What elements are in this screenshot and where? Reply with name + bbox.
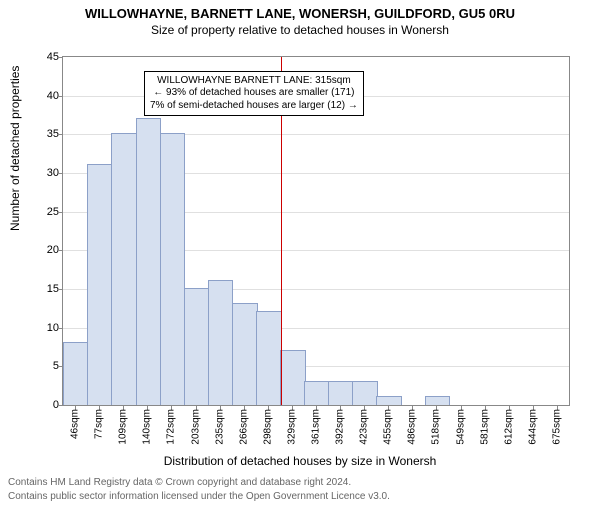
chart-plot-area: 05101520253035404546sqm77sqm109sqm140sqm… bbox=[62, 56, 570, 406]
annotation-line-1: WILLOWHAYNE BARNETT LANE: 315sqm bbox=[150, 75, 358, 88]
x-tick-label: 46sqm bbox=[70, 409, 81, 439]
y-tick-mark bbox=[58, 57, 63, 58]
histogram-bar bbox=[184, 288, 210, 405]
x-tick-label: 77sqm bbox=[94, 409, 105, 439]
x-tick-label: 612sqm bbox=[503, 409, 514, 445]
x-tick-label: 361sqm bbox=[311, 409, 322, 445]
annotation-line-2: ← 93% of detached houses are smaller (17… bbox=[150, 87, 358, 100]
histogram-bar bbox=[208, 280, 234, 405]
x-tick-label: 140sqm bbox=[142, 409, 153, 445]
x-tick-label: 329sqm bbox=[286, 409, 297, 445]
x-tick-label: 109sqm bbox=[118, 409, 129, 445]
histogram-bar bbox=[136, 118, 162, 405]
x-tick-label: 549sqm bbox=[455, 409, 466, 445]
page-subtitle: Size of property relative to detached ho… bbox=[0, 23, 600, 37]
histogram-bar bbox=[280, 350, 306, 405]
histogram-bar bbox=[425, 396, 451, 405]
histogram-bar bbox=[87, 164, 113, 405]
y-tick-mark bbox=[58, 173, 63, 174]
histogram-bar bbox=[256, 311, 282, 405]
x-tick-label: 266sqm bbox=[238, 409, 249, 445]
y-tick-mark bbox=[58, 134, 63, 135]
histogram-bar bbox=[328, 381, 354, 405]
x-tick-label: 392sqm bbox=[335, 409, 346, 445]
y-tick-mark bbox=[58, 96, 63, 97]
x-tick-label: 455sqm bbox=[383, 409, 394, 445]
footer-attribution-1: Contains HM Land Registry data © Crown c… bbox=[8, 477, 351, 488]
x-tick-label: 675sqm bbox=[551, 409, 562, 445]
footer-attribution-2: Contains public sector information licen… bbox=[8, 491, 390, 502]
y-tick-mark bbox=[58, 212, 63, 213]
y-tick-mark bbox=[58, 405, 63, 406]
x-tick-label: 644sqm bbox=[527, 409, 538, 445]
y-tick-mark bbox=[58, 250, 63, 251]
x-tick-label: 486sqm bbox=[407, 409, 418, 445]
annotation-line-3: 7% of semi-detached houses are larger (1… bbox=[150, 100, 358, 113]
x-tick-label: 518sqm bbox=[431, 409, 442, 445]
y-tick-mark bbox=[58, 289, 63, 290]
x-tick-label: 203sqm bbox=[190, 409, 201, 445]
histogram-bar bbox=[111, 133, 137, 405]
x-tick-label: 235sqm bbox=[214, 409, 225, 445]
y-axis-label: Number of detached properties bbox=[8, 66, 22, 231]
histogram-bar bbox=[352, 381, 378, 405]
histogram-bar bbox=[376, 396, 402, 405]
y-tick-mark bbox=[58, 328, 63, 329]
x-axis-label: Distribution of detached houses by size … bbox=[0, 454, 600, 468]
x-tick-label: 423sqm bbox=[359, 409, 370, 445]
x-tick-label: 172sqm bbox=[166, 409, 177, 445]
histogram-bar bbox=[304, 381, 330, 405]
x-tick-label: 581sqm bbox=[479, 409, 490, 445]
histogram-bar bbox=[63, 342, 89, 405]
annotation-box: WILLOWHAYNE BARNETT LANE: 315sqm← 93% of… bbox=[144, 71, 364, 117]
histogram-bar bbox=[160, 133, 186, 405]
x-tick-label: 298sqm bbox=[262, 409, 273, 445]
page-title: WILLOWHAYNE, BARNETT LANE, WONERSH, GUIL… bbox=[0, 6, 600, 21]
histogram-bar bbox=[232, 303, 258, 405]
